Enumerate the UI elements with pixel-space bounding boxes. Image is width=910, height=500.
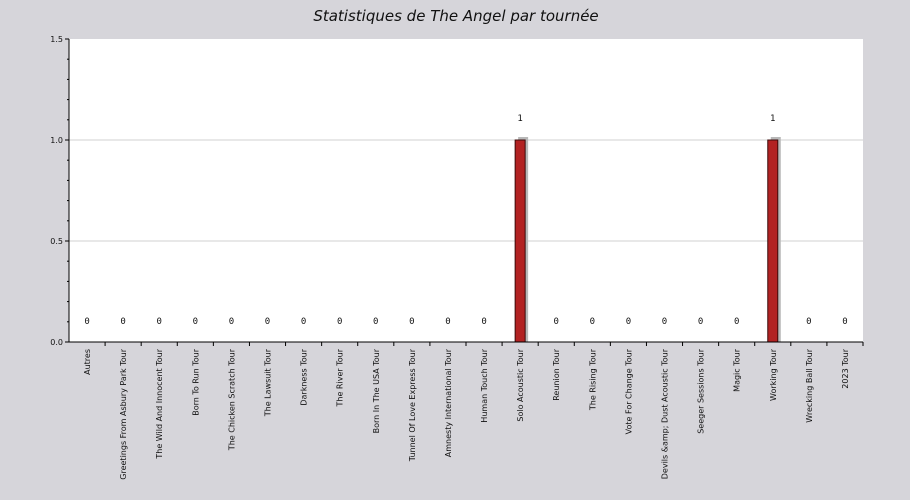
data-label: 0 [337,317,342,327]
x-category-label: 2023 Tour [841,348,850,388]
y-tick-label: 0.0 [50,338,63,347]
y-tick-label: 0.5 [50,237,63,246]
data-label: 1 [517,114,522,124]
x-category-label: Seeger Sessions Tour [697,348,706,433]
bar [514,139,526,343]
data-label: 0 [698,317,703,327]
x-category-label: The Chicken Scratch Tour [227,348,236,451]
data-label: 0 [193,317,198,327]
plot-area [69,39,863,342]
x-category-label: The River Tour [336,348,345,407]
x-category-label: The Rising Tour [588,348,597,411]
x-category-label: Magic Tour [733,348,742,392]
x-category-label: Autres [83,349,92,375]
data-label: 0 [120,317,125,327]
data-label: 0 [301,317,306,327]
y-tick-label: 1.5 [50,35,63,44]
bar [767,139,779,343]
data-label: 0 [554,317,559,327]
data-labels: 0 0 0 0 0 0 0 0 0 0 0 0 1 0 0 0 0 0 0 1 0 0 [84,114,847,327]
chart-title: Statistiques de The Angel par tournée [313,7,598,25]
data-label: 0 [373,317,378,327]
y-tick-labels: 0.0 0.5 1.0 1.5 [50,35,63,347]
data-label: 0 [409,317,414,327]
data-label: 0 [265,317,270,327]
x-category-label: Vote For Change Tour [624,348,633,434]
axes [65,38,864,346]
x-category-label: Darkness Tour [300,348,309,405]
gridlines [69,139,863,242]
data-label: 0 [806,317,811,327]
data-label: 0 [734,317,739,327]
x-category-label: The Wild And Innocent Tour [155,348,164,459]
data-label: 0 [445,317,450,327]
y-tick-label: 1.0 [50,136,63,145]
data-label: 0 [84,317,89,327]
data-label: 0 [590,317,595,327]
data-label: 1 [770,114,775,124]
data-label: 0 [481,317,486,327]
x-category-label: Human Touch Tour [480,348,489,422]
x-category-label: The Lawsuit Tour [264,348,273,417]
data-label: 0 [229,317,234,327]
x-category-label: Born To Run Tour [191,348,200,415]
x-category-label: Devils &amp; Dust Acoustic Tour [661,348,670,479]
x-category-label: Reunion Tour [552,348,561,400]
data-label: 0 [842,317,847,327]
x-category-labels: Autres Greetings From Asbury Park Tour The… [83,348,850,479]
data-label: 0 [626,317,631,327]
x-category-label: Solo Acoustic Tour [516,348,525,421]
x-category-label: Wrecking Ball Tour [805,348,814,422]
data-label: 0 [157,317,162,327]
x-category-label: Working Tour [769,348,778,401]
x-category-label: Greetings From Asbury Park Tour [119,348,128,479]
x-category-label: Tunnel Of Love Express Tour [408,348,417,462]
x-category-label: Amnesty International Tour [444,348,453,457]
x-category-label: Born In The USA Tour [372,348,381,433]
data-label: 0 [662,317,667,327]
